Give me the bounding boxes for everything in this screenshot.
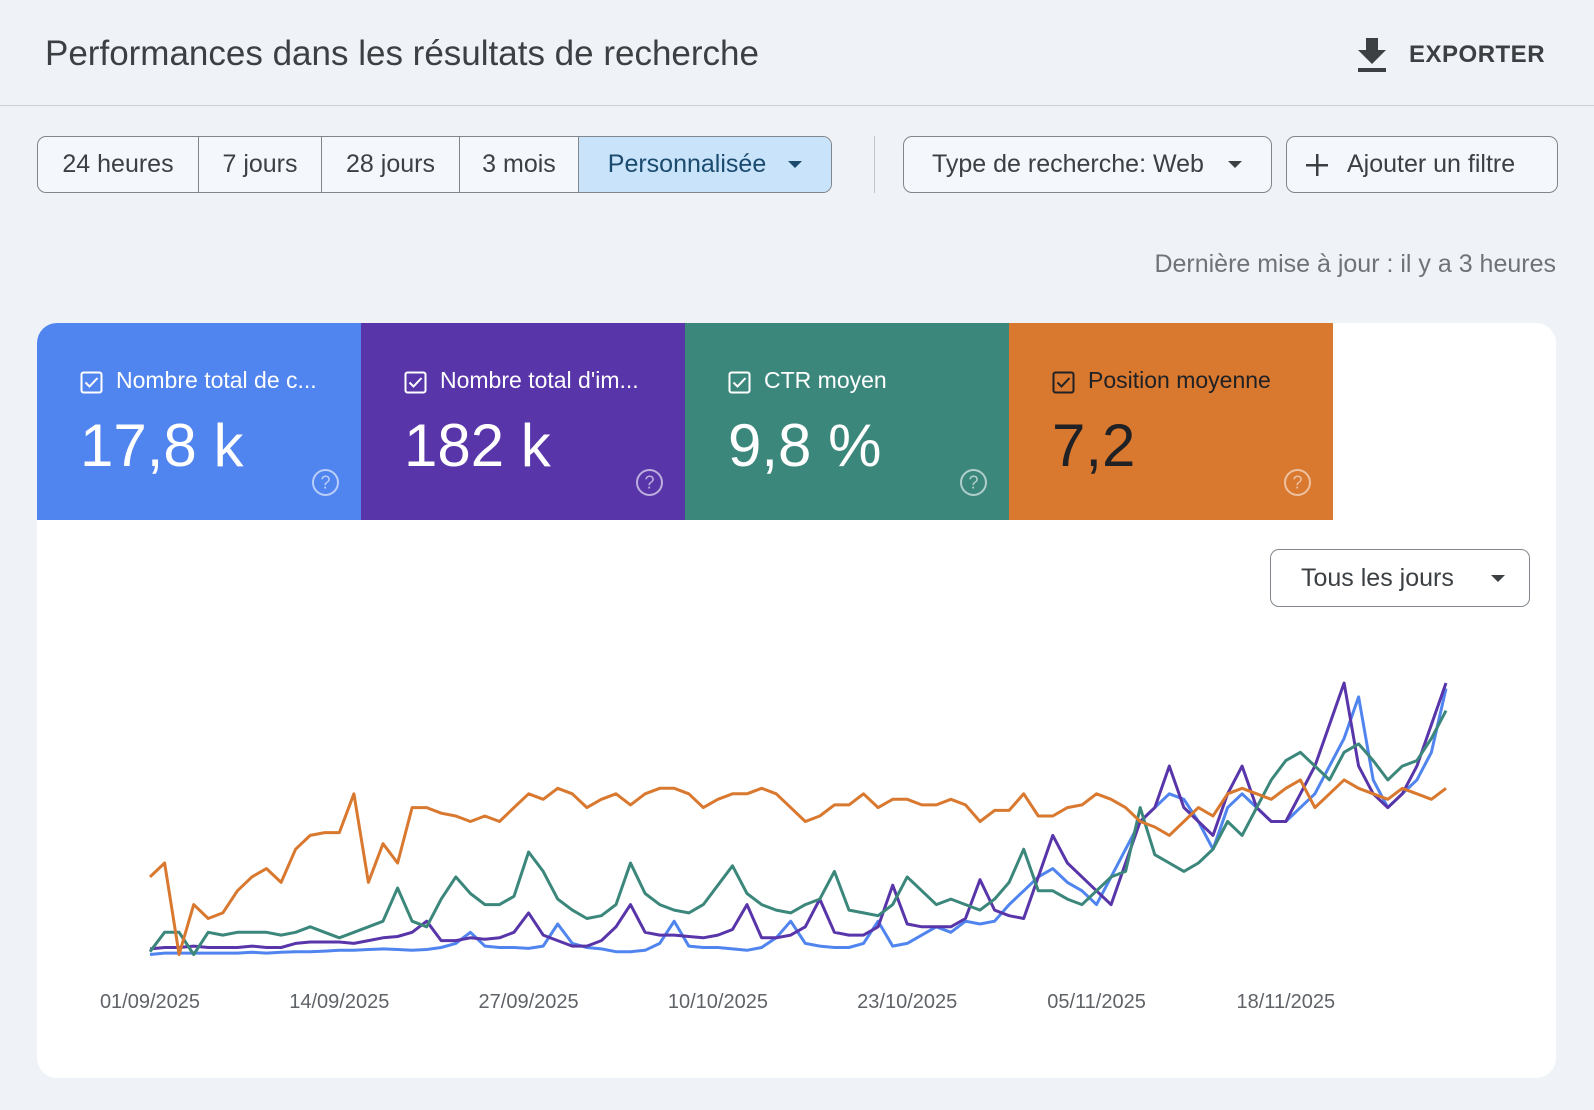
- series-line-nombre-total-d-im: [149, 681, 1448, 951]
- search-type-label: Type de recherche: Web: [932, 150, 1204, 178]
- page-header: Performances dans les résultats de reche…: [0, 0, 1594, 106]
- date-range-selector: 24 heures 7 jours 28 jours 3 mois Person…: [37, 136, 832, 193]
- metric-label: Nombre total d'im...: [440, 367, 639, 393]
- range-label: Personnalisée: [607, 150, 767, 178]
- metric-card-clicks[interactable]: Nombre total de c... 17,8 k ?: [37, 323, 361, 520]
- help-icon[interactable]: ?: [959, 468, 988, 497]
- range-label: 7 jours: [222, 150, 298, 178]
- help-icon[interactable]: ?: [311, 468, 340, 497]
- help-icon[interactable]: ?: [635, 468, 664, 497]
- svg-text:?: ?: [1292, 473, 1302, 493]
- search-type-filter[interactable]: Type de recherche: Web: [903, 136, 1272, 193]
- metric-value: 9,8 %: [728, 412, 882, 479]
- x-tick-label: 27/09/2025: [479, 991, 579, 1013]
- range-7-days[interactable]: 7 jours: [199, 137, 322, 192]
- metric-value: 7,2: [1052, 412, 1136, 479]
- performance-card: Nombre total de c... 17,8 k ? Nombre tot…: [37, 323, 1556, 1078]
- granularity-label: Tous les jours: [1301, 563, 1454, 592]
- dropdown-arrow-icon: [788, 161, 803, 168]
- range-label: 3 mois: [482, 150, 556, 178]
- range-3-months[interactable]: 3 mois: [460, 137, 579, 192]
- x-tick-label: 01/09/2025: [100, 991, 200, 1013]
- range-label: 28 jours: [346, 150, 435, 178]
- export-button[interactable]: EXPORTER: [1355, 34, 1545, 76]
- checkbox-checked-icon[interactable]: [1052, 371, 1075, 394]
- series-line-position-moyenne: [148, 778, 1447, 956]
- svg-text:?: ?: [968, 473, 978, 493]
- dropdown-arrow-icon: [1227, 161, 1242, 168]
- range-label: 24 heures: [62, 150, 174, 178]
- metric-card-ctr[interactable]: CTR moyen 9,8 % ?: [685, 323, 1009, 520]
- plus-icon: [1306, 153, 1328, 176]
- checkbox-checked-icon[interactable]: [728, 371, 751, 394]
- series-line-ctr-moyen: [148, 710, 1448, 956]
- x-tick-label: 18/11/2025: [1237, 991, 1336, 1013]
- export-label: EXPORTER: [1409, 41, 1546, 68]
- x-tick-label: 23/10/2025: [857, 991, 957, 1013]
- metric-label: CTR moyen: [764, 367, 887, 393]
- metric-card-impressions[interactable]: Nombre total d'im... 182 k ?: [361, 323, 685, 520]
- x-tick-label: 10/10/2025: [668, 991, 768, 1013]
- metric-label: Nombre total de c...: [116, 367, 317, 393]
- add-filter-label: Ajouter un filtre: [1347, 150, 1516, 178]
- range-custom[interactable]: Personnalisée: [579, 137, 831, 192]
- performance-line-chart: 01/09/2025 14/09/2025 27/09/2025 10/10/2025…: [100, 681, 1448, 1013]
- metric-label: Position moyenne: [1088, 367, 1271, 393]
- page-title: Performances dans les résultats de reche…: [45, 34, 759, 73]
- download-icon: [1358, 38, 1386, 72]
- checkbox-checked-icon[interactable]: [80, 371, 103, 394]
- x-tick-label: 05/11/2025: [1047, 991, 1146, 1013]
- metric-value: 182 k: [404, 412, 551, 479]
- metric-value: 17,8 k: [80, 412, 244, 479]
- add-filter-button[interactable]: Ajouter un filtre: [1286, 136, 1558, 193]
- granularity-dropdown[interactable]: Tous les jours: [1270, 549, 1530, 607]
- checkbox-checked-icon[interactable]: [404, 371, 427, 394]
- svg-text:?: ?: [644, 473, 654, 493]
- toolbar-divider: [874, 136, 875, 193]
- help-icon[interactable]: ?: [1283, 468, 1312, 497]
- metric-card-position[interactable]: Position moyenne 7,2 ?: [1009, 323, 1333, 520]
- range-24-hours[interactable]: 24 heures: [38, 137, 199, 192]
- range-28-days[interactable]: 28 jours: [322, 137, 460, 192]
- last-update-text: Dernière mise à jour : il y a 3 heures: [1154, 250, 1556, 278]
- dropdown-arrow-icon: [1491, 575, 1505, 582]
- svg-text:?: ?: [320, 473, 330, 493]
- x-tick-label: 14/09/2025: [289, 991, 389, 1013]
